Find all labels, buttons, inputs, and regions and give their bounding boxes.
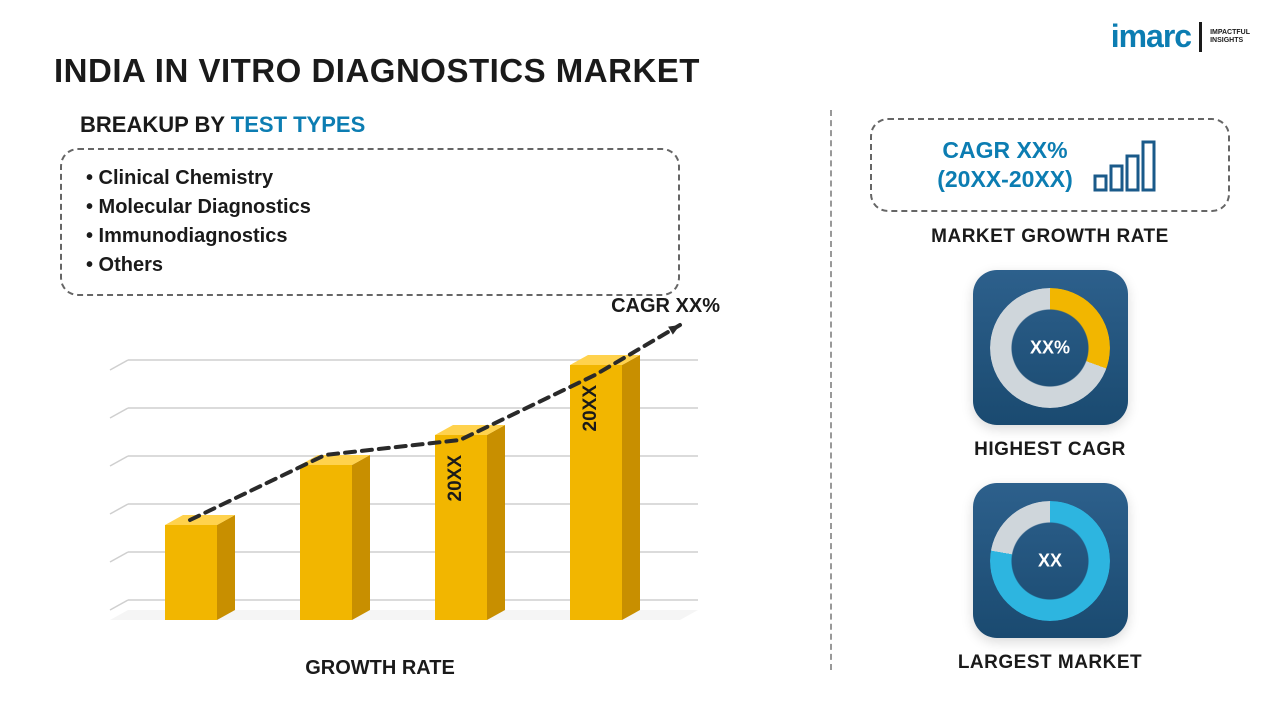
subtitle-highlight: TEST TYPES xyxy=(231,112,365,137)
breakup-subtitle: BREAKUP BY TEST TYPES xyxy=(80,112,365,138)
largest-market-value: XX xyxy=(1038,550,1062,571)
growth-text: CAGR XX% (20XX-20XX) xyxy=(937,136,1073,194)
highest-cagr-value: XX% xyxy=(1030,337,1070,358)
logo-text: imarc xyxy=(1111,18,1191,55)
breakup-item: • Immunodiagnostics xyxy=(86,222,654,251)
highest-cagr-label: HIGHEST CAGR xyxy=(870,439,1230,461)
chart-axis-label: GROWTH RATE xyxy=(110,657,650,680)
page-title: INDIA IN VITRO DIAGNOSTICS MARKET xyxy=(54,52,700,90)
brand-logo: imarc IMPACTFUL INSIGHTS xyxy=(1111,18,1250,55)
largest-market-tile: XX xyxy=(973,483,1128,638)
growth-chart: CAGR XX% 20XX20XX GROWTH RATE xyxy=(60,320,700,680)
largest-market-label: LARGEST MARKET xyxy=(870,652,1230,674)
cagr-annotation: CAGR XX% xyxy=(611,295,720,318)
logo-divider xyxy=(1199,22,1202,52)
logo-tagline: IMPACTFUL INSIGHTS xyxy=(1210,29,1250,44)
right-column: CAGR XX% (20XX-20XX) MARKET GROWTH RATE … xyxy=(870,118,1230,674)
breakup-item: • Molecular Diagnostics xyxy=(86,193,654,222)
breakup-list: • Clinical Chemistry• Molecular Diagnost… xyxy=(86,164,654,280)
market-growth-label: MARKET GROWTH RATE xyxy=(870,226,1230,248)
highest-cagr-tile: XX% xyxy=(973,270,1128,425)
vertical-divider xyxy=(830,110,832,670)
breakup-item: • Clinical Chemistry xyxy=(86,164,654,193)
svg-text:20XX: 20XX xyxy=(580,385,601,432)
bar-chart-svg: 20XX 20XX xyxy=(60,320,700,650)
breakup-item: • Others xyxy=(86,251,654,280)
mini-bar-icon xyxy=(1093,136,1163,194)
breakup-box: • Clinical Chemistry• Molecular Diagnost… xyxy=(60,148,680,296)
market-growth-box: CAGR XX% (20XX-20XX) xyxy=(870,118,1230,212)
subtitle-prefix: BREAKUP BY xyxy=(80,112,231,137)
svg-text:20XX: 20XX xyxy=(445,455,466,502)
